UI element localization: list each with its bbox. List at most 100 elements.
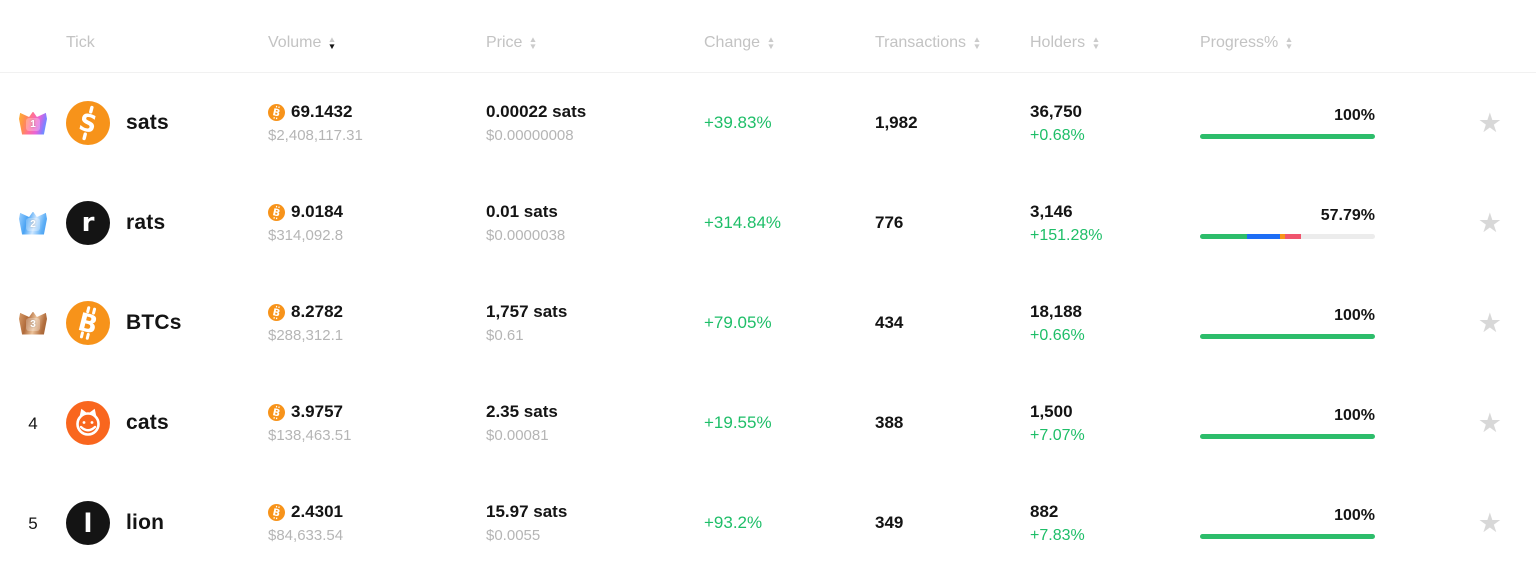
sort-arrows-icon: ▲▼	[1092, 36, 1100, 50]
column-label: Transactions	[875, 34, 966, 52]
rank-badge: 1	[19, 112, 47, 135]
token-row[interactable]: 1 S sats B 69.1432 $2,408,117.31 0.00022…	[0, 73, 1536, 173]
column-header-holders[interactable]: Holders ▲▼	[1030, 34, 1200, 52]
rank-cell: 2	[0, 212, 54, 235]
sort-arrows-icon: ▲▼	[328, 36, 336, 50]
favorite-star-icon[interactable]: ★	[1478, 110, 1502, 137]
transactions-count: 434	[875, 313, 1030, 333]
cats-token-icon	[66, 401, 110, 445]
tick-cell: r rats	[54, 201, 268, 245]
token-table-body: 1 S sats B 69.1432 $2,408,117.31 0.00022…	[0, 73, 1536, 573]
holders-count: 36,750	[1030, 102, 1200, 122]
volume-cell: B 2.4301 $84,633.54	[268, 502, 486, 544]
holders-cell: 18,188 +0.66%	[1030, 302, 1200, 345]
favorite-star-icon[interactable]: ★	[1478, 310, 1502, 337]
price-sats: 0.01 sats	[486, 202, 704, 222]
rank-number: 3	[26, 318, 40, 331]
tick-cell: S sats	[54, 101, 268, 145]
transactions-count: 388	[875, 413, 1030, 433]
sort-arrows-icon: ▲▼	[767, 36, 775, 50]
price-cell: 15.97 sats $0.0055	[486, 502, 704, 544]
price-cell: 0.00022 sats $0.00000008	[486, 102, 704, 144]
tick-cell: B BTCs	[54, 301, 268, 345]
btc-coin-icon: B	[268, 204, 285, 221]
progress-percent: 57.79%	[1321, 207, 1375, 225]
holders-change: +7.83%	[1030, 527, 1200, 545]
token-row[interactable]: 5 l lion B 2.4301 $84,633.54 15.97 sats …	[0, 473, 1536, 573]
column-label: Tick	[66, 34, 95, 52]
favorite-star-icon[interactable]: ★	[1478, 510, 1502, 537]
progress-cell: 100%	[1200, 307, 1375, 339]
sort-arrows-icon: ▲▼	[529, 36, 537, 50]
favorite-star-icon[interactable]: ★	[1478, 210, 1502, 237]
rank-cell: 1	[0, 112, 54, 135]
progress-bar	[1200, 234, 1375, 239]
holders-count: 3,146	[1030, 202, 1200, 222]
rank-cell: 3	[0, 312, 54, 335]
column-header-tick: Tick ▲▼	[54, 34, 268, 52]
tick-cell: cats	[54, 401, 268, 445]
sort-arrows-icon: ▲▼	[973, 36, 981, 50]
favorite-star-icon[interactable]: ★	[1478, 410, 1502, 437]
holders-cell: 1,500 +7.07%	[1030, 402, 1200, 445]
column-header-progress[interactable]: Progress% ▲▼	[1200, 34, 1375, 52]
holders-change: +151.28%	[1030, 227, 1200, 245]
column-label: Volume	[268, 34, 321, 52]
progress-bar	[1200, 134, 1375, 139]
price-cell: 1,757 sats $0.61	[486, 302, 704, 344]
volume-cell: B 3.9757 $138,463.51	[268, 402, 486, 444]
column-header-change[interactable]: Change ▲▼	[704, 34, 875, 52]
progress-bar	[1200, 534, 1375, 539]
progress-bar	[1200, 334, 1375, 339]
price-sats: 1,757 sats	[486, 302, 704, 322]
column-label: Change	[704, 34, 760, 52]
volume-btc: 69.1432	[291, 102, 352, 122]
star-cell: ★	[1375, 510, 1536, 537]
volume-cell: B 8.2782 $288,312.1	[268, 302, 486, 344]
column-header-volume[interactable]: Volume ▲▼	[268, 34, 486, 52]
column-header-price[interactable]: Price ▲▼	[486, 34, 704, 52]
progress-bar	[1200, 434, 1375, 439]
rank-badge: 3	[19, 312, 47, 335]
holders-count: 18,188	[1030, 302, 1200, 322]
progress-percent: 100%	[1334, 307, 1375, 325]
column-label: Progress%	[1200, 34, 1278, 52]
holders-cell: 882 +7.83%	[1030, 502, 1200, 545]
volume-usd: $2,408,117.31	[268, 127, 486, 144]
token-row[interactable]: 2 r rats B 9.0184 $314,092.8 0.01 sats $…	[0, 173, 1536, 273]
change-percent: +93.2%	[704, 513, 875, 533]
star-cell: ★	[1375, 310, 1536, 337]
star-cell: ★	[1375, 110, 1536, 137]
token-row[interactable]: 3 B BTCs B 8.2782 $288,312.1 1,757 sats …	[0, 273, 1536, 373]
price-usd: $0.00000008	[486, 127, 704, 144]
token-row[interactable]: 4 cats B 3.9757 $138,463.51 2.35 sats $0…	[0, 373, 1536, 473]
holders-count: 1,500	[1030, 402, 1200, 422]
volume-btc: 2.4301	[291, 502, 343, 522]
sort-arrows-icon: ▲▼	[1285, 36, 1293, 50]
sats-token-icon: S	[66, 101, 110, 145]
star-cell: ★	[1375, 210, 1536, 237]
btc-coin-icon: B	[268, 404, 285, 421]
change-percent: +19.55%	[704, 413, 875, 433]
progress-percent: 100%	[1334, 407, 1375, 425]
holders-cell: 3,146 +151.28%	[1030, 202, 1200, 245]
rank-number: 2	[26, 218, 40, 231]
table-header: Tick ▲▼ Volume ▲▼ Price ▲▼ Change ▲▼ Tra…	[0, 0, 1536, 73]
volume-usd: $138,463.51	[268, 427, 486, 444]
btcs-token-icon: B	[66, 301, 110, 345]
volume-btc: 3.9757	[291, 402, 343, 422]
transactions-count: 349	[875, 513, 1030, 533]
column-header-transactions[interactable]: Transactions ▲▼	[875, 34, 1030, 52]
price-usd: $0.61	[486, 327, 704, 344]
rank-number: 1	[26, 118, 40, 131]
token-name: sats	[126, 111, 169, 135]
change-percent: +39.83%	[704, 113, 875, 133]
price-usd: $0.0055	[486, 527, 704, 544]
token-name: cats	[126, 411, 169, 435]
progress-percent: 100%	[1334, 507, 1375, 525]
token-name: BTCs	[126, 311, 182, 335]
rank-number: 5	[28, 515, 37, 532]
transactions-count: 1,982	[875, 113, 1030, 133]
holders-change: +0.66%	[1030, 327, 1200, 345]
